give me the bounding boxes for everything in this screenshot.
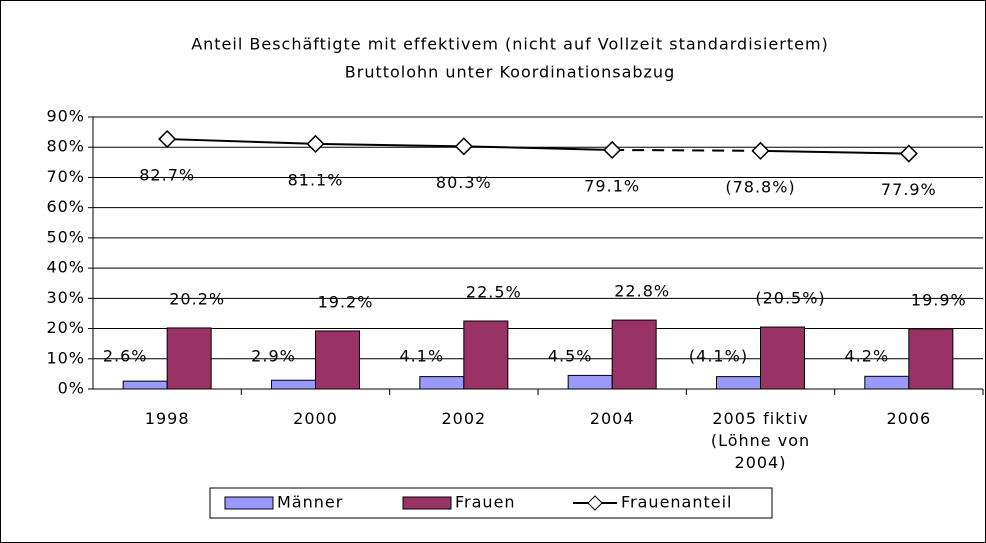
data-label: 4.5% (548, 347, 593, 366)
line-segment (167, 138, 316, 145)
x-tick-label: 2004 (589, 409, 635, 428)
data-label: 4.1% (400, 347, 445, 366)
x-tick-label: 2005 fiktiv (Löhne von 2004) (710, 409, 811, 472)
data-label: 81.1% (288, 170, 344, 189)
y-tick-label: 0% (58, 379, 85, 398)
data-label: 2.6% (103, 347, 148, 366)
data-label: (4.1%) (689, 347, 748, 366)
line-marker (899, 144, 918, 163)
legend-box (209, 487, 773, 519)
data-label: 4.2% (845, 347, 890, 366)
y-tick-label: 40% (46, 258, 85, 277)
line-marker (306, 134, 325, 153)
x-tick-label: 2006 (886, 409, 932, 428)
line-segment (760, 149, 909, 155)
bar (122, 380, 168, 390)
x-tick-label: 2002 (441, 409, 487, 428)
bar (463, 320, 509, 390)
line-segment (463, 145, 613, 151)
line-segment (315, 142, 464, 148)
chart-title: Bruttolohn unter Koordinationsabzug (345, 63, 675, 82)
data-label: 79.1% (584, 176, 640, 195)
data-label: (20.5%) (755, 289, 825, 308)
y-tick-label: 70% (46, 167, 85, 186)
line-marker (603, 140, 622, 160)
data-label: 82.7% (139, 166, 195, 185)
y-tick-label: 60% (46, 197, 85, 216)
legend-swatch (587, 495, 603, 511)
legend-swatch (224, 496, 274, 510)
x-tick-label: 2000 (293, 409, 338, 428)
bar (271, 379, 316, 390)
data-label: 19.9% (911, 290, 967, 309)
bar (864, 375, 910, 390)
data-label: 80.3% (436, 173, 492, 192)
legend-swatch (402, 496, 452, 510)
y-tick-label: 90% (46, 107, 85, 126)
data-label: 22.5% (466, 283, 522, 302)
bar (611, 319, 657, 390)
line-segment (612, 148, 761, 152)
y-tick-label: 30% (46, 288, 85, 307)
data-label: 22.8% (614, 282, 670, 301)
data-label: (78.8%) (725, 177, 795, 196)
chart-title: Anteil Beschäftigte mit effektivem (nich… (191, 35, 829, 54)
line-marker (751, 141, 770, 160)
y-tick-label: 50% (46, 227, 85, 246)
y-tick-label: 20% (46, 318, 85, 337)
line-marker (454, 137, 473, 156)
bar (166, 327, 212, 390)
bar (315, 330, 360, 390)
legend-label: Frauenanteil (621, 493, 733, 512)
bar (567, 374, 613, 390)
data-label: 2.9% (251, 347, 296, 366)
data-label: 20.2% (169, 289, 225, 308)
bar (716, 376, 761, 390)
data-label: 19.2% (318, 292, 374, 311)
line-marker (158, 130, 177, 149)
x-tick-label: 1998 (144, 409, 190, 428)
y-tick-label: 10% (46, 348, 85, 367)
data-label: 77.9% (881, 180, 937, 199)
bar (419, 376, 465, 390)
y-tick-label: 80% (46, 137, 85, 156)
bar (760, 326, 805, 390)
bar (908, 328, 954, 390)
legend-label: Männer (277, 493, 343, 512)
legend-label: Frauen (455, 493, 516, 512)
